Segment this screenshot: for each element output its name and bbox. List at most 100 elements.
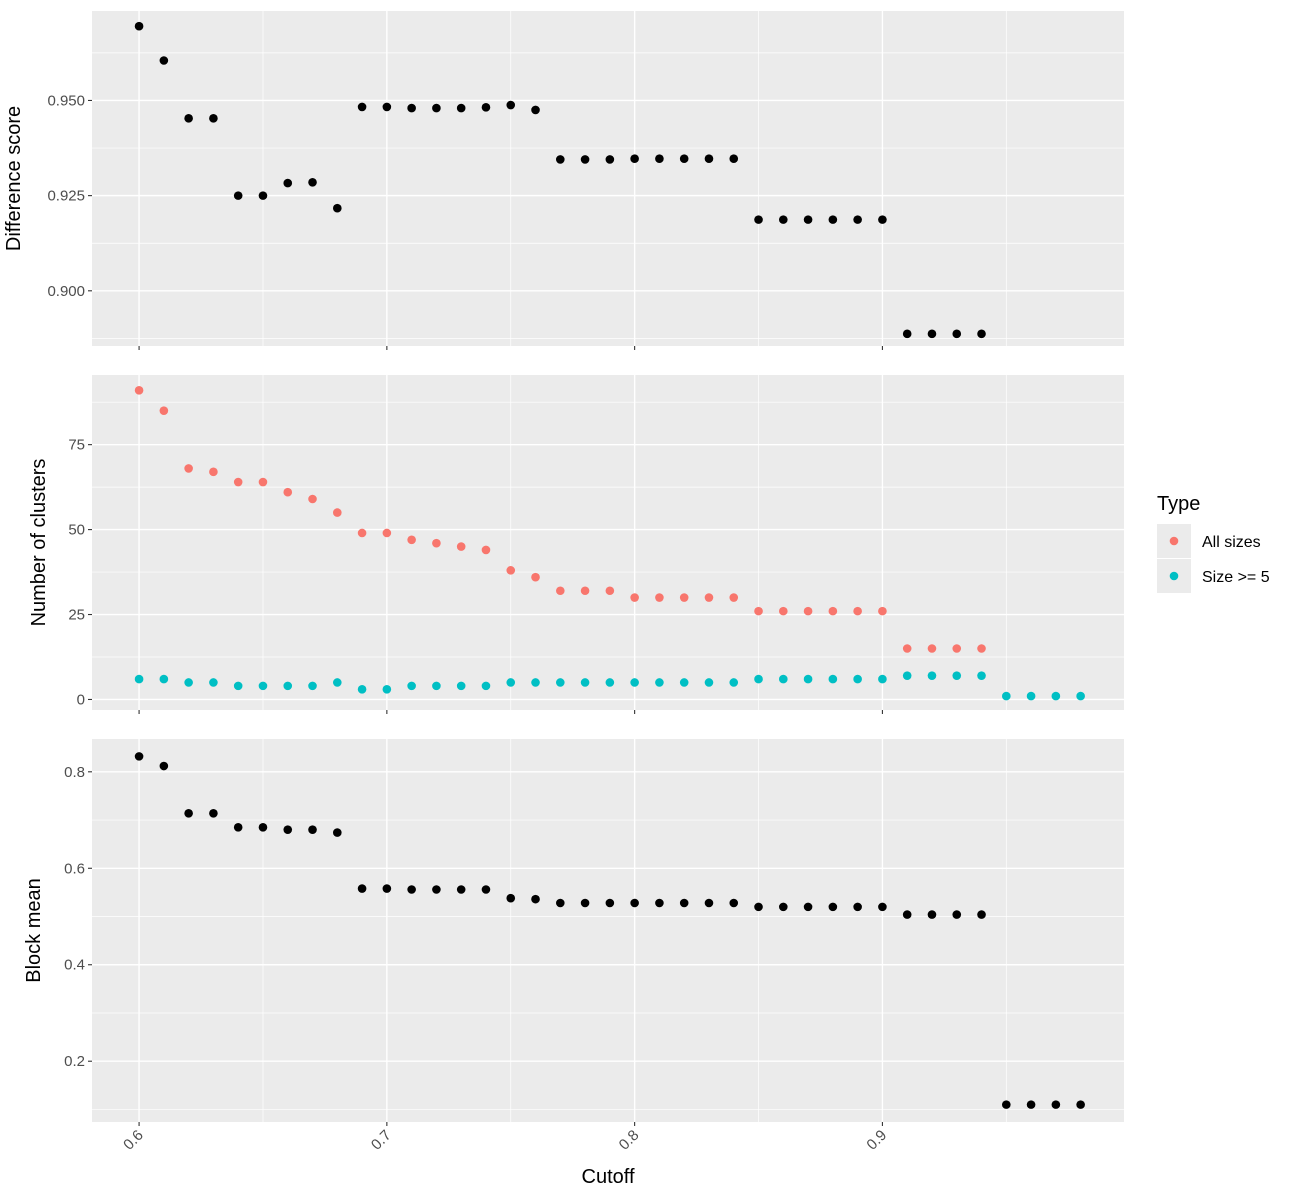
data-point xyxy=(209,114,218,123)
data-point xyxy=(134,21,144,31)
data-point xyxy=(209,808,218,818)
data-point xyxy=(233,477,243,487)
data-point xyxy=(233,822,243,832)
data-point xyxy=(481,103,491,112)
data-point xyxy=(630,593,639,602)
y-tick-label: 0 xyxy=(77,691,85,708)
data-point xyxy=(779,606,788,616)
data-point xyxy=(977,644,986,653)
data-point xyxy=(878,606,887,616)
data-point xyxy=(704,593,714,602)
data-point xyxy=(655,898,664,908)
data-point xyxy=(407,535,416,545)
data-point xyxy=(407,885,416,894)
x-tick-label: 0.6 xyxy=(120,1127,147,1154)
data-point xyxy=(605,898,615,908)
data-point xyxy=(952,910,962,919)
data-point xyxy=(580,678,590,687)
data-point xyxy=(729,154,739,164)
data-point xyxy=(803,674,813,684)
data-point xyxy=(902,329,912,339)
data-point xyxy=(729,898,739,908)
legend-title: Type xyxy=(1157,493,1200,515)
series-1 xyxy=(134,752,1085,1109)
data-point xyxy=(134,752,144,761)
data-point xyxy=(779,902,788,912)
data-point xyxy=(283,825,293,834)
data-point xyxy=(630,898,639,908)
data-point xyxy=(655,154,664,164)
data-point xyxy=(779,215,788,224)
y-tick-label: 0.4 xyxy=(64,957,85,974)
data-point xyxy=(258,477,268,487)
data-point xyxy=(605,586,615,596)
data-point xyxy=(655,678,664,687)
data-point xyxy=(382,884,392,893)
data-point xyxy=(159,674,169,684)
legend-marker xyxy=(1169,571,1179,581)
data-point xyxy=(952,671,962,680)
data-point xyxy=(407,681,416,691)
data-point xyxy=(159,56,169,65)
data-point xyxy=(729,593,739,602)
data-point xyxy=(456,103,466,113)
data-point xyxy=(679,898,689,908)
data-point xyxy=(481,545,491,555)
data-point xyxy=(432,538,441,548)
data-point xyxy=(754,902,763,912)
panel-2: 0 25 50 75 Number of clusters xyxy=(28,375,1124,714)
data-point xyxy=(357,528,367,538)
x-axis: 0.6 0.7 0.8 0.9 xyxy=(120,1127,890,1154)
data-point xyxy=(456,542,466,551)
data-point xyxy=(506,893,516,903)
data-point xyxy=(580,586,590,596)
panel-background xyxy=(92,11,1124,346)
data-point xyxy=(878,215,887,224)
data-point xyxy=(308,825,317,834)
data-point xyxy=(828,606,838,616)
legend-label: All sizes xyxy=(1202,534,1261,551)
data-point xyxy=(333,678,342,687)
legend-label: Size >= 5 xyxy=(1202,569,1270,586)
data-point xyxy=(679,154,689,164)
data-point xyxy=(407,103,416,113)
data-point xyxy=(506,100,516,110)
data-point xyxy=(432,885,441,894)
y-axis-title: Difference score xyxy=(3,106,25,251)
data-point xyxy=(456,681,466,691)
data-point xyxy=(432,681,441,691)
data-point xyxy=(902,644,912,653)
data-point xyxy=(729,678,739,687)
panel-3: 0.2 0.4 0.6 0.8 Block mean xyxy=(23,739,1124,1126)
data-point xyxy=(1076,1100,1085,1109)
data-point xyxy=(258,822,268,832)
data-point xyxy=(977,329,986,339)
x-tick-label: 0.8 xyxy=(616,1127,643,1154)
data-point xyxy=(878,902,887,912)
data-point xyxy=(803,215,813,224)
data-point xyxy=(531,678,540,687)
y-tick-label: 0.6 xyxy=(64,860,85,877)
data-point xyxy=(853,215,862,224)
data-point xyxy=(357,684,367,694)
data-point xyxy=(679,678,689,687)
data-point xyxy=(333,203,342,213)
data-point xyxy=(308,494,317,504)
data-point xyxy=(927,644,937,653)
data-point xyxy=(952,329,962,339)
data-point xyxy=(902,910,912,919)
data-point xyxy=(159,761,169,771)
y-tick-label: 25 xyxy=(68,607,85,624)
data-point xyxy=(184,808,193,818)
series-1 xyxy=(134,21,986,339)
data-point xyxy=(704,678,714,687)
data-point xyxy=(184,464,193,473)
data-point xyxy=(556,586,565,596)
data-point xyxy=(828,902,838,912)
legend-entries: All sizes Size >= 5 xyxy=(1157,524,1270,593)
y-tick-label: 0.900 xyxy=(47,283,85,300)
data-point xyxy=(927,910,937,919)
y-tick-label: 0.925 xyxy=(47,188,85,205)
data-point xyxy=(556,678,565,687)
data-point xyxy=(481,885,491,894)
